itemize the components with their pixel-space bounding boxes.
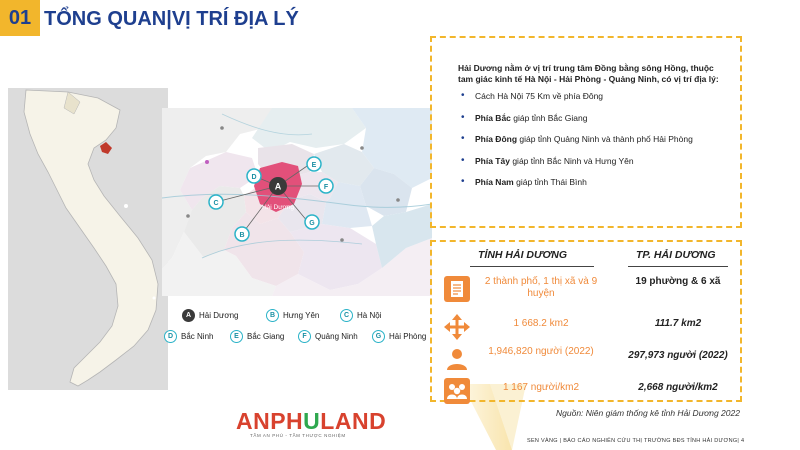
marker-a: A Hải Dương bbox=[262, 177, 294, 211]
marker-d: D bbox=[246, 168, 262, 184]
source-note: Nguồn: Niên giám thống kê tỉnh Hải Dương… bbox=[556, 408, 740, 418]
footer-text: SEN VÀNG | BÁO CÁO NGHIÊN CỨU THỊ TRƯỜNG… bbox=[527, 438, 745, 444]
column-header-province: TỈNH HẢI DƯƠNG bbox=[478, 249, 568, 261]
table-row: 1,946,820 người (2022) 297,973 người (20… bbox=[432, 344, 740, 376]
vietnam-map bbox=[8, 88, 168, 390]
map-legend: A Hải Dương B Hưng Yên C Hà Nội D Bắc Ni… bbox=[160, 306, 432, 350]
list-item: Phía Đông giáp tỉnh Quảng Ninh và thành … bbox=[458, 132, 722, 154]
column-header-city: TP. HẢI DƯƠNG bbox=[636, 249, 716, 261]
legend-item-quang-ninh: F Quảng Ninh bbox=[298, 329, 358, 343]
table-row: 1 167 người/km2 2,668 người/km2 bbox=[432, 376, 740, 408]
svg-text:G: G bbox=[309, 220, 315, 227]
document-icon bbox=[444, 276, 470, 302]
legend-item-hai-phong: G Hải Phòng bbox=[372, 329, 426, 343]
svg-text:A: A bbox=[275, 182, 282, 192]
province-value: 2 thành phố, 1 thị xã và 9 huyện bbox=[484, 276, 598, 299]
svg-text:B: B bbox=[239, 232, 244, 239]
table-row: 1 668.2 km2 111.7 km2 bbox=[432, 312, 740, 344]
legend-item-hung-yen: B Hưng Yên bbox=[266, 308, 319, 322]
regional-map: A Hải Dương B C D E F G bbox=[162, 108, 432, 296]
header-underline bbox=[628, 266, 728, 267]
anphuland-logo: ANPHULAND TẦM AN PHÚ - TẦM THƯỢC NGHIỆM bbox=[236, 408, 387, 438]
location-intro: Hải Dương nằm ở vị trí trung tâm Đồng bằ… bbox=[458, 63, 719, 84]
people-group-icon bbox=[444, 378, 470, 404]
legend-item-ha-noi: C Hà Nội bbox=[340, 308, 381, 322]
city-value: 111.7 km2 bbox=[654, 318, 702, 329]
legend-item-bac-ninh: D Bắc Ninh bbox=[164, 329, 213, 343]
marker-g: G bbox=[304, 214, 320, 230]
marker-c: C bbox=[208, 194, 224, 210]
svg-text:Hải Dương: Hải Dương bbox=[262, 204, 294, 211]
page-title: TỔNG QUAN|VỊ TRÍ ĐỊA LÝ bbox=[44, 8, 299, 30]
marker-e: E bbox=[306, 156, 322, 172]
svg-text:E: E bbox=[312, 162, 317, 169]
list-item: Phía Tây giáp tỉnh Bắc Ninh và Hưng Yên bbox=[458, 154, 722, 176]
svg-text:F: F bbox=[324, 184, 329, 191]
legend-item-hai-duong: A Hải Dương bbox=[182, 308, 239, 322]
city-value: 297,973 người (2022) bbox=[628, 350, 728, 361]
border-list: Cách Hà Nội 75 Km về phía Đông Phía Bắc … bbox=[458, 89, 722, 197]
svg-text:C: C bbox=[213, 200, 218, 207]
svg-text:D: D bbox=[251, 174, 256, 181]
header-underline bbox=[470, 266, 594, 267]
section-number: 01 bbox=[0, 0, 40, 36]
list-item: Phía Nam giáp tỉnh Thái Bình bbox=[458, 175, 722, 197]
province-value: 1,946,820 người (2022) bbox=[488, 346, 594, 357]
marker-b: B bbox=[234, 226, 250, 242]
table-row: 2 thành phố, 1 thị xã và 9 huyện 19 phườ… bbox=[432, 274, 740, 306]
list-item: Cách Hà Nội 75 Km về phía Đông bbox=[458, 89, 722, 111]
location-info-box: Hải Dương nằm ở vị trí trung tâm Đồng bằ… bbox=[430, 36, 742, 228]
area-arrows-icon bbox=[444, 314, 470, 340]
list-item: Phía Bắc giáp tỉnh Bắc Giang bbox=[458, 111, 722, 133]
city-value: 19 phường & 6 xã bbox=[635, 276, 721, 287]
province-value: 1 668.2 km2 bbox=[513, 318, 569, 329]
legend-item-bac-giang: E Bắc Giang bbox=[230, 329, 284, 343]
marker-f: F bbox=[318, 178, 334, 194]
stats-table: TỈNH HẢI DƯƠNG TP. HẢI DƯƠNG 2 thành phố… bbox=[430, 240, 742, 404]
person-icon bbox=[447, 349, 467, 370]
province-value: 1 167 người/km2 bbox=[502, 382, 580, 393]
hai-duong-marker bbox=[100, 142, 112, 154]
city-value: 2,668 người/km2 bbox=[638, 382, 718, 393]
logo-tagline: TẦM AN PHÚ - TẦM THƯỢC NGHIỆM bbox=[250, 433, 346, 438]
